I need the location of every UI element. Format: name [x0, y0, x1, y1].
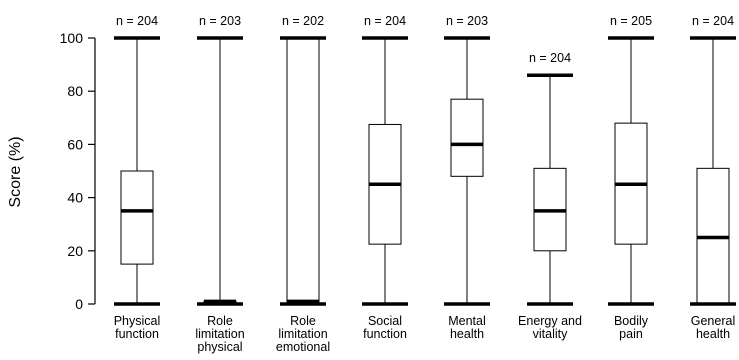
category-label: Physical	[114, 314, 161, 328]
n-label: n = 203	[446, 14, 488, 28]
category-label: vitality	[533, 327, 568, 341]
y-axis-title: Score (%)	[7, 136, 24, 207]
n-label: n = 205	[610, 14, 652, 28]
y-axis: 0 20 40 60 80 100	[60, 30, 96, 312]
n-label: n = 203	[199, 14, 241, 28]
category-label: emotional	[276, 340, 330, 354]
box-4	[444, 36, 490, 306]
y-tick-label: 80	[67, 83, 83, 99]
y-tick-label: 100	[60, 30, 84, 46]
category-label: Bodily	[614, 314, 649, 328]
iqr-box	[286, 37, 320, 305]
category-label: function	[363, 327, 407, 341]
iqr-box	[120, 170, 154, 265]
box-2	[280, 36, 326, 306]
y-tick-label: 40	[67, 190, 83, 206]
category-label: Role	[207, 314, 233, 328]
n-label: n = 202	[282, 14, 324, 28]
category-label: pain	[619, 327, 643, 341]
box-6	[608, 36, 654, 306]
category-label: Social	[368, 314, 402, 328]
y-tick-label: 60	[67, 136, 83, 152]
box-7	[690, 36, 736, 306]
box-5	[527, 73, 573, 306]
n-label: n = 204	[529, 51, 571, 65]
n-label: n = 204	[692, 14, 734, 28]
box-3	[362, 36, 408, 306]
category-label: limitation	[195, 327, 244, 341]
category-label: Mental	[448, 314, 486, 328]
boxes	[114, 36, 736, 306]
category-label: physical	[197, 340, 242, 354]
box-0	[114, 36, 160, 306]
box-1	[197, 36, 243, 306]
category-label: health	[450, 327, 484, 341]
category-label: Energy and	[518, 314, 582, 328]
n-label: n = 204	[116, 14, 158, 28]
n-label: n = 204	[364, 14, 406, 28]
category-label: limitation	[278, 327, 327, 341]
y-tick-label: 20	[67, 243, 83, 259]
y-tick-label: 0	[75, 296, 83, 312]
category-label: General	[691, 314, 735, 328]
category-label: function	[115, 327, 159, 341]
category-label: Role	[290, 314, 316, 328]
iqr-box	[450, 98, 484, 177]
category-label: health	[696, 327, 730, 341]
